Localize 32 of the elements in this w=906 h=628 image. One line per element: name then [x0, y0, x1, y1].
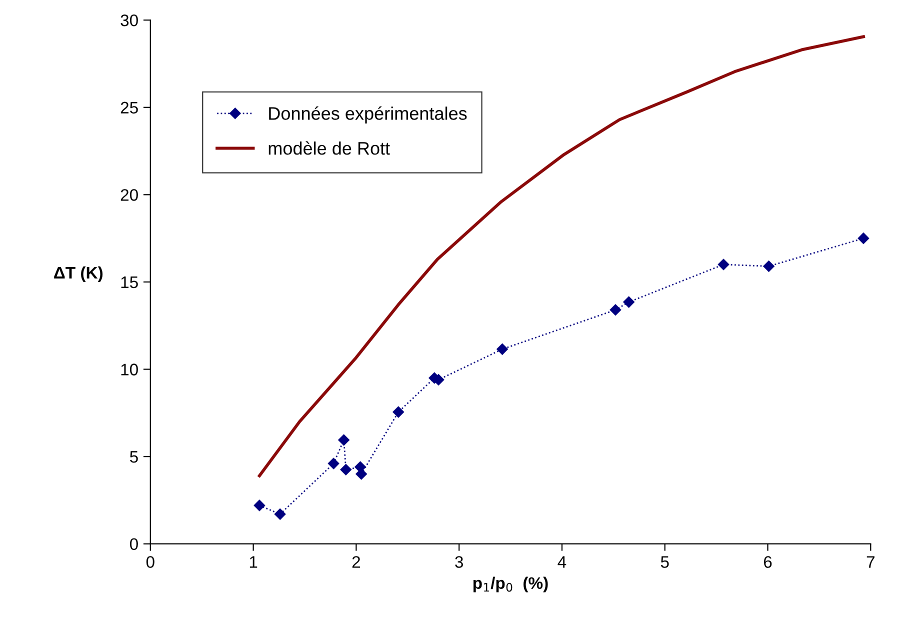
- point: [496, 344, 508, 355]
- line-series: [258, 35, 865, 478]
- y-tick-label: 20: [120, 189, 138, 201]
- x-tick-label: 0: [146, 556, 154, 568]
- point: [623, 296, 634, 308]
- point: [338, 434, 350, 446]
- point: [328, 458, 340, 470]
- x-tick-label: 1: [250, 556, 258, 568]
- legend-label: Données expérimentales: [269, 106, 467, 124]
- x-tick-label: 5: [660, 556, 669, 568]
- point: [858, 232, 870, 244]
- x-tick-label: 7: [866, 556, 874, 568]
- y-tick-label: 5: [130, 451, 138, 463]
- x-tick-label: 3: [455, 556, 463, 568]
- x-tick-label: 2: [352, 556, 360, 568]
- legend-label: modèle de Rott: [268, 141, 390, 155]
- point: [340, 464, 352, 476]
- point: [763, 260, 774, 272]
- x-tick-label: 4: [558, 556, 566, 568]
- y-tick-label: 0: [130, 538, 138, 550]
- point: [718, 258, 730, 270]
- y-tick-label: 30: [120, 14, 138, 26]
- point: [392, 406, 404, 418]
- x-tick-label: 6: [764, 556, 772, 568]
- y-axis-title: ΔT (K): [54, 266, 103, 282]
- point: [610, 304, 622, 316]
- y-tick-label: 15: [121, 276, 138, 288]
- y-tick-label: 10: [121, 364, 138, 376]
- y-tick-label: 25: [120, 102, 138, 114]
- x-axis-title: p$_{1}$/p$_{0}$ (%): [473, 576, 548, 592]
- point: [274, 508, 286, 520]
- point: [254, 500, 266, 512]
